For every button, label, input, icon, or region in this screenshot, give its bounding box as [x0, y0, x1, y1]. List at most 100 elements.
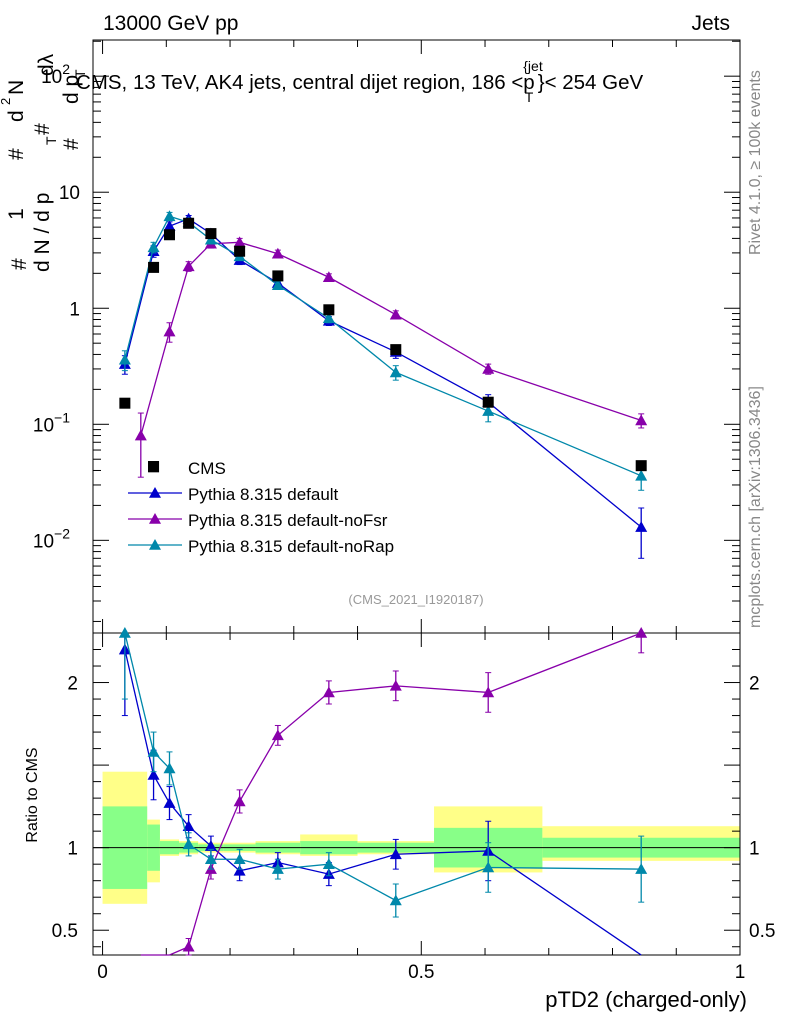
ylabel-dn: d N / d p [31, 193, 54, 272]
y-tick-label-main: 10 [59, 183, 80, 204]
legend-label: Pythia 8.315 default [188, 485, 339, 504]
legend-marker-triangle [149, 539, 161, 550]
chart-title-sup: {jet [523, 58, 543, 74]
series-marker-main [482, 362, 495, 374]
chart-title: CMS, 13 TeV, AK4 jets, central dijet reg… [76, 58, 643, 105]
svg-text:d: d [5, 110, 28, 122]
ylabel-two: 2 [0, 98, 13, 105]
data-marker-cms [272, 270, 284, 282]
series-marker-main [182, 260, 195, 272]
series-marker-ratio [182, 838, 195, 850]
data-marker-cms [163, 229, 175, 241]
legend: CMS Pythia 8.315 default Pythia 8.315 defa… [128, 459, 394, 556]
svg-text:T: T [72, 69, 88, 78]
y-tick-label-main: 102 [41, 61, 70, 88]
svg-text:2: 2 [0, 98, 13, 105]
series-marker-ratio [389, 894, 402, 906]
y-tick-label-main: 10−2 [33, 525, 70, 552]
ratio-bands [102, 771, 740, 904]
y-tick-label-ratio: 1 [67, 839, 78, 860]
ratio-frame-box [92, 632, 741, 956]
series-line-main [124, 218, 642, 528]
main-plot-marks [118, 210, 648, 559]
y-tick-label-ratio-right: 2 [749, 674, 760, 695]
svg-text:#: # [8, 258, 31, 270]
data-marker-cms [234, 245, 246, 257]
ylabel-t2: T [72, 69, 88, 78]
series-marker-ratio [322, 858, 335, 869]
series-marker-ratio [204, 840, 217, 851]
ylabel-one: 1 [5, 208, 28, 220]
series-marker-ratio [182, 820, 195, 831]
series-marker-main [163, 325, 176, 337]
series-marker-ratio [163, 762, 176, 774]
series-marker-ratio [147, 769, 160, 780]
series-marker-ratio [322, 686, 335, 698]
x-tick-label: 0.5 [408, 962, 434, 983]
legend-marker-triangle [149, 487, 161, 498]
series-line-ratio [124, 649, 642, 956]
svg-text:d N / d p: d N / d p [31, 193, 54, 272]
series-marker-ratio [635, 627, 648, 638]
x-axis-label: pTD2 (charged-only) [545, 987, 747, 1012]
ratio-plot-marks [118, 627, 648, 956]
series-marker-ratio [182, 940, 195, 952]
y-tick-label-main: 10−1 [33, 409, 70, 436]
svg-text:#: # [5, 148, 28, 160]
series-marker-main [635, 414, 648, 426]
svg-text:1: 1 [5, 208, 28, 220]
data-marker-cms [205, 228, 217, 240]
legend-label: CMS [188, 459, 226, 478]
ylabel-d2n: d [5, 110, 28, 122]
series-marker-ratio [482, 686, 495, 698]
y-tick-label-ratio-right: 1 [749, 839, 760, 860]
y-tick-label-main: 1 [69, 299, 80, 320]
series-marker-main [389, 308, 402, 320]
header-left: 13000 GeV pp [103, 12, 238, 35]
series-marker-main [322, 271, 335, 283]
svg-text:T: T [43, 136, 59, 145]
series-marker-ratio [118, 627, 131, 638]
y-tick-label-ratio: 0.5 [52, 921, 78, 942]
legend-marker-square [148, 461, 159, 472]
ylabel-dp: d p [60, 75, 83, 104]
series-marker-main [118, 353, 131, 365]
data-marker-cms [390, 344, 402, 356]
ylabel-hash1: # [8, 258, 31, 270]
data-marker-cms [119, 397, 131, 409]
series-marker-ratio [233, 864, 246, 876]
series-marker-main [482, 405, 495, 416]
chart-title-sub: T [525, 89, 534, 105]
side-label-rivet: Rivet 4.1.0, ≥ 100k events [747, 70, 764, 255]
legend-marker-triangle [149, 513, 161, 524]
series-marker-main [322, 312, 335, 324]
y-tick-label-ratio: 2 [67, 674, 78, 695]
series-marker-ratio [163, 797, 176, 808]
series-marker-main [271, 247, 284, 259]
svg-text:dλ: dλ [35, 53, 58, 76]
data-marker-cms [482, 396, 494, 408]
data-marker-cms [635, 460, 647, 472]
series-marker-main [635, 469, 648, 481]
series-marker-main [163, 210, 176, 222]
series-marker-main [233, 236, 246, 248]
series-marker-ratio [482, 861, 495, 873]
svg-text:d p: d p [60, 75, 83, 104]
data-marker-cms [183, 217, 195, 229]
watermark: (CMS_2021_I1920187) [348, 592, 483, 607]
chart-title-main: CMS, 13 TeV, AK4 jets, central dijet reg… [76, 71, 535, 94]
ylabel-hash3: # [60, 138, 83, 150]
x-tick-label: 1 [735, 962, 746, 983]
side-label-mcplots: mcplots.cern.ch [arXiv:1306.3436] [747, 386, 764, 628]
series-marker-main [147, 241, 160, 253]
svg-text:#: # [60, 138, 83, 150]
series-marker-ratio [271, 729, 284, 741]
series-marker-main [134, 429, 147, 441]
chart-title-end: }< 254 GeV [538, 71, 644, 94]
y-tick-label-ratio-right: 0.5 [749, 921, 775, 942]
main-plot-frame: 102 10 1 10−1 10−2 [33, 39, 741, 634]
series-marker-ratio [271, 863, 284, 874]
x-tick-label: 0 [97, 962, 108, 983]
y-axis-label-main: # 1 d N / d p T # # d 2 N # d p [0, 53, 88, 272]
